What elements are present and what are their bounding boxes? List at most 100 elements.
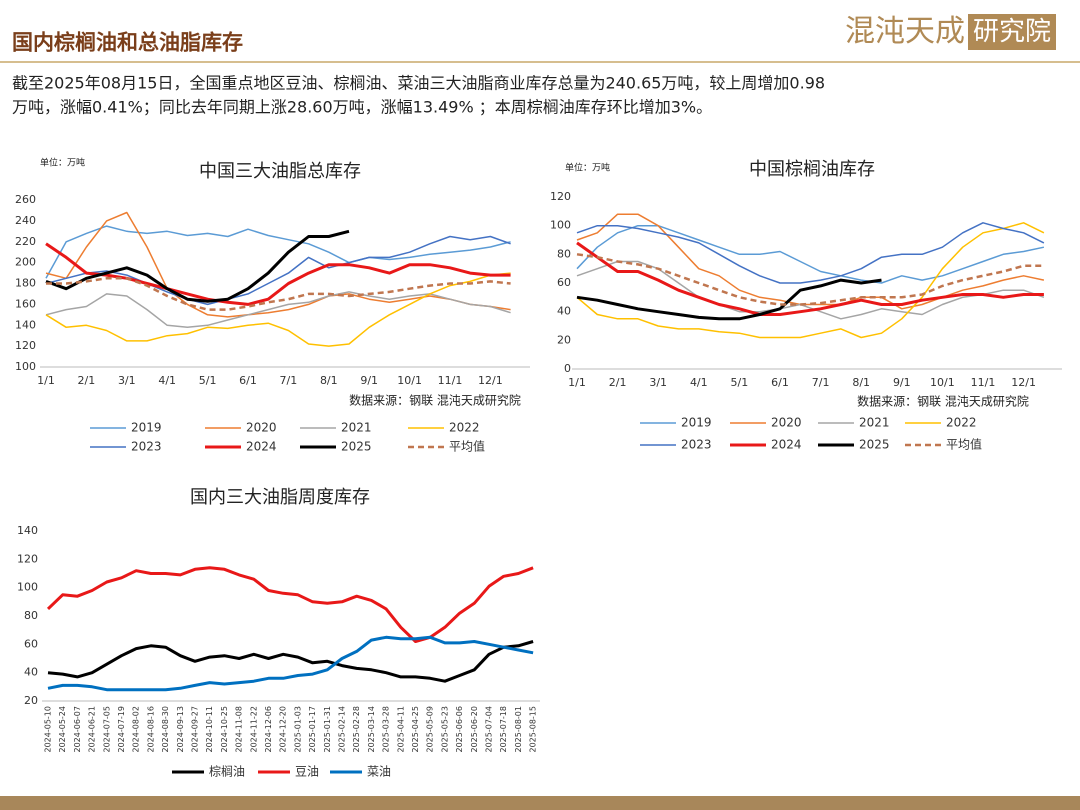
- y-tick-label: 20: [557, 333, 571, 346]
- summary-line: 万吨，涨幅0.41%；同比去年同期上涨28.60万吨，涨幅13.49% ；本周棕…: [12, 98, 712, 117]
- x-tick-label: 10/1: [930, 376, 955, 389]
- y-tick-label: 0: [564, 362, 571, 375]
- x-tick-label: 2024-10-11: [205, 706, 214, 753]
- unit-label: 单位：万吨: [40, 157, 85, 169]
- x-tick-label: 2025-04-25: [411, 706, 420, 753]
- series-line: [47, 640, 534, 683]
- x-tick-label: 2025-06-06: [455, 706, 464, 753]
- series-line: [576, 241, 1044, 316]
- legend-label: 2019: [681, 416, 712, 430]
- series-line: [576, 224, 1045, 284]
- x-tick-label: 2025-04-11: [396, 706, 405, 753]
- y-tick-label: 60: [557, 276, 571, 289]
- legend-label: 菜油: [367, 765, 391, 779]
- x-tick-label: 2025-03-28: [382, 706, 391, 753]
- page-title: 国内棕榈油和总油脂库存: [12, 30, 243, 55]
- legend-label: 2019: [131, 421, 162, 435]
- source-note: 数据来源：钢联 混沌天成研究院: [349, 393, 521, 408]
- y-tick-label: 20: [24, 694, 38, 707]
- legend-label: 2025: [341, 440, 372, 454]
- x-tick-label: 2024-07-19: [117, 706, 126, 753]
- x-tick-label: 2025-03-14: [367, 706, 376, 753]
- x-tick-label: 2025-05-23: [440, 706, 449, 753]
- x-tick-label: 2024-06-07: [73, 706, 82, 753]
- y-tick-label: 40: [557, 305, 571, 318]
- x-tick-label: 1/1: [37, 374, 55, 387]
- x-tick-label: 2025-02-28: [352, 706, 361, 753]
- legend-label: 豆油: [295, 765, 319, 779]
- x-tick-label: 2024-08-02: [132, 706, 141, 753]
- y-tick-label: 100: [550, 219, 571, 232]
- x-tick-label: 2024-08-16: [146, 706, 155, 753]
- summary-line: 截至2025年08月15日，全国重点地区豆油、棕榈油、菜油三大油脂商业库存总量为…: [12, 74, 825, 93]
- chart-title: 国内三大油脂周度库存: [190, 487, 370, 508]
- y-tick-label: 140: [15, 318, 36, 331]
- x-tick-label: 1/1: [568, 376, 586, 389]
- series-line: [47, 635, 534, 692]
- x-tick-label: 4/1: [690, 376, 708, 389]
- x-tick-label: 2024-12-06: [264, 706, 273, 753]
- series-line: [576, 222, 1045, 339]
- logo-main: 混沌天成: [845, 14, 965, 49]
- legend-label: 2025: [859, 438, 890, 452]
- legend-label: 平均值: [946, 437, 982, 452]
- source-note: 数据来源：钢联 混沌天成研究院: [857, 394, 1029, 409]
- legend-label: 棕榈油: [209, 764, 245, 779]
- x-tick-label: 6/1: [771, 376, 789, 389]
- legend-label: 2024: [771, 438, 802, 452]
- x-tick-label: 12/1: [478, 374, 503, 387]
- x-tick-label: 2/1: [78, 374, 96, 387]
- legend-label: 2021: [341, 421, 372, 435]
- x-tick-label: 2024-05-10: [44, 706, 53, 753]
- series-line: [576, 222, 1045, 284]
- x-tick-label: 2024-09-13: [176, 706, 185, 753]
- series-line: [45, 291, 511, 329]
- x-tick-label: 4/1: [158, 374, 176, 387]
- logo-box-text: 研究院: [973, 17, 1051, 47]
- series-line: [576, 260, 1045, 320]
- logo-box: [968, 14, 1056, 50]
- x-tick-label: 5/1: [731, 376, 749, 389]
- unit-label: 单位：万吨: [565, 162, 610, 174]
- legend-label: 平均值: [449, 439, 485, 454]
- x-tick-label: 11/1: [438, 374, 463, 387]
- series-line: [46, 566, 534, 643]
- y-tick-label: 120: [15, 339, 36, 352]
- legend-label: 2021: [859, 416, 890, 430]
- series-line: [576, 253, 1044, 306]
- x-tick-label: 2024-08-30: [161, 706, 170, 753]
- x-tick-label: 2024-09-27: [191, 706, 200, 753]
- series-line: [576, 278, 882, 321]
- legend-label: 2020: [771, 416, 802, 430]
- y-tick-label: 160: [15, 297, 36, 310]
- legend-label: 2022: [449, 421, 480, 435]
- y-tick-label: 120: [550, 190, 571, 203]
- x-tick-label: 7/1: [280, 374, 298, 387]
- x-tick-label: 2024-07-05: [102, 706, 111, 753]
- chart-title: 中国棕榈油库存: [749, 159, 875, 180]
- y-tick-label: 120: [17, 552, 38, 565]
- series-line: [45, 272, 511, 347]
- legend-label: 2022: [946, 416, 977, 430]
- x-tick-label: 9/1: [893, 376, 911, 389]
- x-tick-label: 10/1: [397, 374, 422, 387]
- y-tick-label: 140: [17, 524, 38, 537]
- series-line: [45, 229, 350, 303]
- y-tick-label: 220: [15, 235, 36, 248]
- y-tick-label: 240: [15, 214, 36, 227]
- y-tick-label: 40: [24, 666, 38, 679]
- series-line: [45, 242, 511, 306]
- y-tick-label: 200: [15, 256, 36, 269]
- y-tick-label: 260: [15, 193, 36, 206]
- x-tick-label: 2025-02-14: [338, 706, 347, 753]
- y-tick-label: 100: [17, 581, 38, 594]
- x-tick-label: 12/1: [1011, 376, 1036, 389]
- series-line: [45, 225, 511, 279]
- x-tick-label: 2025-08-01: [514, 706, 523, 753]
- y-tick-label: 80: [557, 247, 571, 260]
- x-tick-label: 11/1: [971, 376, 996, 389]
- y-tick-label: 180: [15, 277, 36, 290]
- x-tick-label: 8/1: [320, 374, 338, 387]
- x-tick-label: 9/1: [360, 374, 378, 387]
